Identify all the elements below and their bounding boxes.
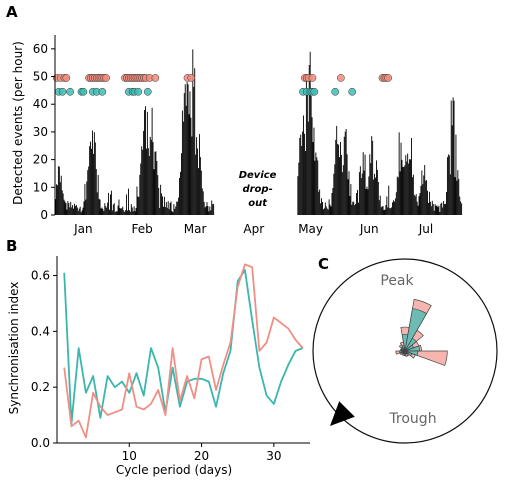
marker-dot-teal [79,87,88,96]
x-tick-label-b: 10 [122,449,137,463]
axes-b: 0.0 0.2 0.4 0.6 10 20 30 [31,256,310,463]
series-line-teal [63,269,304,425]
marker-dot-red [337,74,345,82]
y-tick-label-a: 20 [33,153,48,167]
y-tick-label-a: 50 [33,70,48,84]
rose-wedge-teal [404,337,417,352]
x-axis-label-b: Cycle period (days) [116,463,232,477]
polar-boundary [312,258,498,444]
panel-c: C Peak Trough [312,255,498,444]
series-lines [63,263,304,439]
panel-a: A Detected events (per hour) 0 10 20 30 40 50… [6,3,463,236]
month-label: May [298,222,323,236]
rose-wedge-teal [404,345,421,352]
month-label: Feb [131,222,152,236]
month-label: Apr [243,222,264,236]
marker-rows [53,74,393,96]
x-tick-label-b: 30 [266,449,281,463]
y-tick-label-b: 0.6 [31,269,50,283]
marker-dot-teal [58,87,67,96]
marker-dot-teal [98,87,107,96]
rose-wedges [395,298,448,366]
y-tick-label-a: 30 [33,125,48,139]
marker-dot-red [102,74,110,82]
panel-label-a: A [6,3,18,21]
rose-wedge-teal [401,345,406,352]
marker-dot-red [187,74,196,82]
marker-dot-red [308,74,317,82]
month-label: Jun [359,222,379,236]
y-tick-label-b: 0.4 [31,324,50,338]
phase-arrow-icon [330,401,355,426]
marker-dot-red [384,74,393,82]
y-tick-label-a: 60 [33,42,48,56]
month-label: Jan [73,222,93,236]
panel-label-b: B [6,237,17,255]
marker-dot-teal [134,87,143,96]
marker-dot-teal [66,87,74,96]
event-bars [55,49,463,215]
x-tick-label-b: 20 [194,449,209,463]
dropout-annotation-line-3: out [248,198,268,209]
panel-b: B Synchronisation index Cycle period (da… [6,237,310,477]
marker-dot-red [151,74,160,82]
trough-label: Trough [388,411,436,427]
marker-dot-teal [310,87,319,96]
panel-label-c: C [318,255,329,273]
dropout-annotation-line-2: drop- [242,184,272,195]
axes-a: 0 10 20 30 40 50 60 Jan Feb Mar Apr May Jun Jul [33,35,433,236]
marker-dot-red [62,74,71,82]
y-tick-label-a: 10 [33,180,48,194]
y-tick-label-b: 0.0 [31,436,50,450]
y-tick-label-a: 0 [40,208,48,222]
y-axis-label-a: Detected events (per hour) [11,41,25,205]
rose-wedge-teal [399,350,406,354]
rose-wedge-teal [404,308,428,352]
month-label: Mar [184,222,207,236]
y-axis-label-b: Synchronisation index [7,282,21,415]
y-tick-label-b: 0.2 [31,380,50,394]
marker-dot-teal [348,87,357,96]
peak-label: Peak [380,273,414,289]
dropout-annotation-line-1: Device [239,170,277,181]
marker-dot-teal [331,87,340,96]
month-label: Jul [418,222,433,236]
series-line-red [63,263,304,439]
marker-dot-teal [143,87,152,96]
y-tick-label-a: 40 [33,97,48,111]
